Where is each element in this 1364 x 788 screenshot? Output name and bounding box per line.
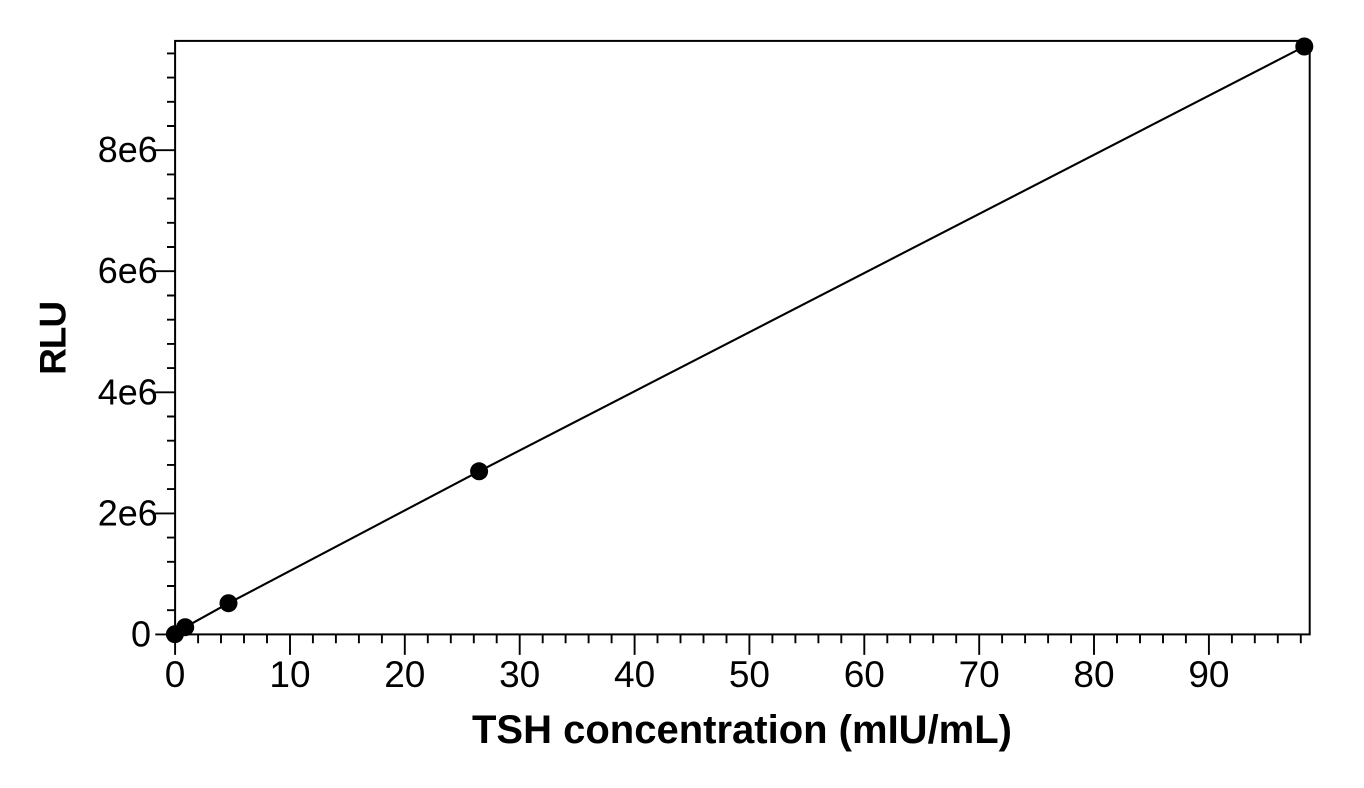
svg-text:TSH concentration (mIU/mL): TSH concentration (mIU/mL) xyxy=(472,708,1012,752)
svg-text:70: 70 xyxy=(959,654,1000,695)
svg-text:80: 80 xyxy=(1073,654,1114,695)
svg-text:10: 10 xyxy=(269,654,310,695)
svg-text:30: 30 xyxy=(499,654,540,695)
svg-text:2e6: 2e6 xyxy=(98,492,158,533)
svg-text:40: 40 xyxy=(614,654,655,695)
svg-text:4e6: 4e6 xyxy=(98,371,158,412)
svg-text:8e6: 8e6 xyxy=(98,129,158,170)
svg-text:0: 0 xyxy=(131,613,151,654)
svg-text:0: 0 xyxy=(165,654,186,695)
svg-text:6e6: 6e6 xyxy=(98,250,158,291)
svg-text:60: 60 xyxy=(844,654,885,695)
svg-text:RLU: RLU xyxy=(33,302,74,375)
svg-text:90: 90 xyxy=(1188,654,1229,695)
svg-text:50: 50 xyxy=(729,654,770,695)
svg-text:20: 20 xyxy=(384,654,425,695)
